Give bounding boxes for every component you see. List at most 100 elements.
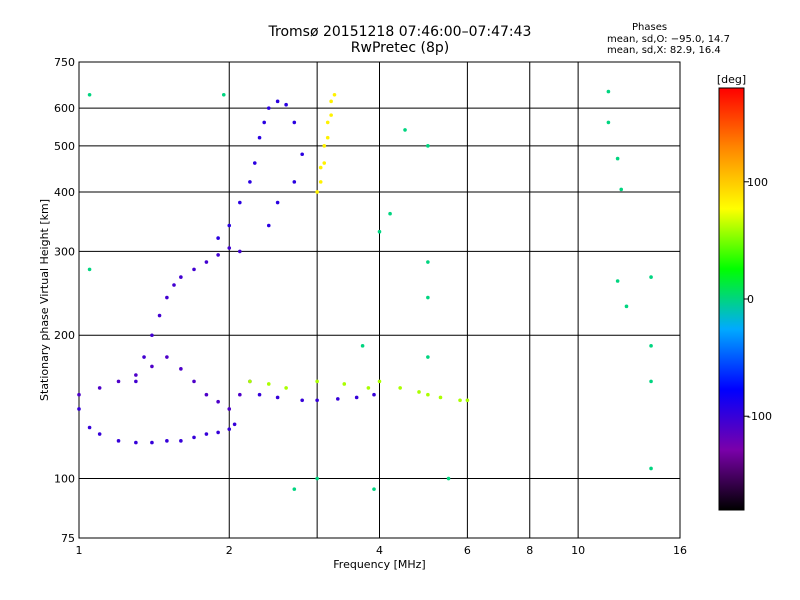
echo-point	[238, 392, 242, 397]
echo-point	[606, 120, 611, 125]
echo-point	[266, 382, 271, 386]
echo-point	[134, 440, 138, 445]
x-tick-label: 8	[526, 544, 533, 557]
echo-point	[238, 200, 242, 205]
echo-point	[266, 223, 271, 228]
echo-point	[619, 187, 624, 192]
echo-point	[216, 430, 220, 435]
stats-o-mode: mean, sd,O: −95.0, 14.7	[607, 34, 730, 45]
echo-point	[204, 260, 209, 264]
echo-point	[649, 379, 653, 384]
y-tick-label: 600	[54, 102, 75, 115]
echo-point	[329, 113, 333, 117]
colorbar	[718, 87, 745, 511]
echo-point	[165, 295, 169, 300]
echo-point	[227, 246, 232, 250]
echo-point	[325, 120, 330, 125]
x-tick-label: 10	[571, 544, 585, 557]
echo-point	[624, 304, 629, 309]
echo-point	[300, 398, 304, 403]
chart-title: Tromsø 20151218 07:46:00–07:47:43	[268, 24, 532, 40]
echo-point	[372, 487, 376, 491]
echo-point	[292, 487, 297, 491]
chart-subtitle: RwPretec (8p)	[350, 40, 450, 56]
echo-point	[248, 379, 252, 384]
echo-point	[284, 102, 288, 107]
echo-point	[615, 156, 620, 161]
y-tick-label: 200	[54, 329, 75, 342]
echo-point	[438, 395, 443, 400]
echo-point	[322, 161, 327, 165]
echo-point	[227, 407, 232, 411]
x-tick-label: 4	[376, 544, 383, 557]
echo-point	[417, 390, 421, 394]
echo-point	[360, 344, 365, 348]
echo-point	[325, 135, 330, 140]
echo-point	[372, 392, 376, 397]
colorbar-tick-label: 0	[747, 293, 754, 306]
echo-point	[315, 476, 319, 481]
echo-point	[134, 379, 138, 384]
x-tick-label: 2	[226, 544, 233, 557]
echo-point	[606, 89, 611, 94]
x-tick-label: 6	[464, 544, 471, 557]
x-tick-label: 16	[673, 544, 687, 557]
echo-point	[116, 439, 121, 443]
echo-point	[179, 367, 183, 371]
echo-point	[165, 439, 169, 443]
echo-point	[97, 432, 102, 436]
echo-point	[87, 425, 92, 430]
echo-point	[77, 392, 81, 397]
y-axis-label: Stationary phase Virtual Height [km]	[38, 199, 51, 401]
echo-point	[403, 128, 407, 132]
echo-point	[238, 249, 242, 254]
echo-point	[318, 180, 323, 184]
echo-point	[426, 355, 430, 359]
stats-x-mode: mean, sd,X: 82.9, 16.4	[607, 45, 721, 56]
echo-point	[292, 180, 297, 184]
echo-point	[248, 180, 252, 184]
y-tick-label: 500	[54, 140, 75, 153]
echo-point	[275, 200, 280, 205]
echo-point	[292, 120, 297, 125]
phases-heading: Phases	[632, 22, 668, 33]
echo-point	[377, 229, 382, 234]
echo-point	[649, 466, 653, 471]
echo-point	[275, 99, 280, 104]
echo-point	[315, 379, 319, 384]
echo-point	[150, 440, 154, 445]
y-tick-label: 750	[54, 56, 75, 69]
echo-point	[257, 135, 262, 140]
echo-point	[649, 344, 653, 348]
y-tick-label: 400	[54, 186, 75, 199]
y-tick-label: 100	[54, 473, 75, 486]
echo-point	[426, 392, 430, 397]
echo-point	[366, 386, 371, 390]
echo-point	[388, 211, 392, 216]
echo-point	[426, 295, 430, 300]
echo-point	[446, 476, 451, 481]
x-axis-label: Frequency [MHz]	[333, 558, 425, 571]
echo-point	[172, 283, 176, 287]
echo-point	[216, 236, 220, 240]
echo-point	[77, 407, 81, 411]
echo-point	[284, 386, 288, 390]
echo-point	[315, 190, 319, 194]
echo-point	[216, 253, 220, 257]
echo-point	[87, 92, 92, 97]
echo-point	[116, 379, 121, 384]
echo-point	[336, 397, 340, 401]
echo-point	[252, 161, 257, 165]
echo-point	[342, 382, 347, 386]
echo-point	[322, 144, 327, 148]
echo-point	[465, 398, 470, 403]
echo-point	[204, 392, 209, 397]
echo-point	[216, 399, 220, 404]
echo-point	[165, 355, 169, 359]
echo-point	[300, 152, 304, 157]
echo-point	[221, 92, 226, 97]
colorbar-tick-label: 100	[747, 176, 768, 189]
echo-point	[315, 398, 319, 403]
echo-point	[227, 427, 232, 431]
echo-point	[426, 260, 430, 264]
